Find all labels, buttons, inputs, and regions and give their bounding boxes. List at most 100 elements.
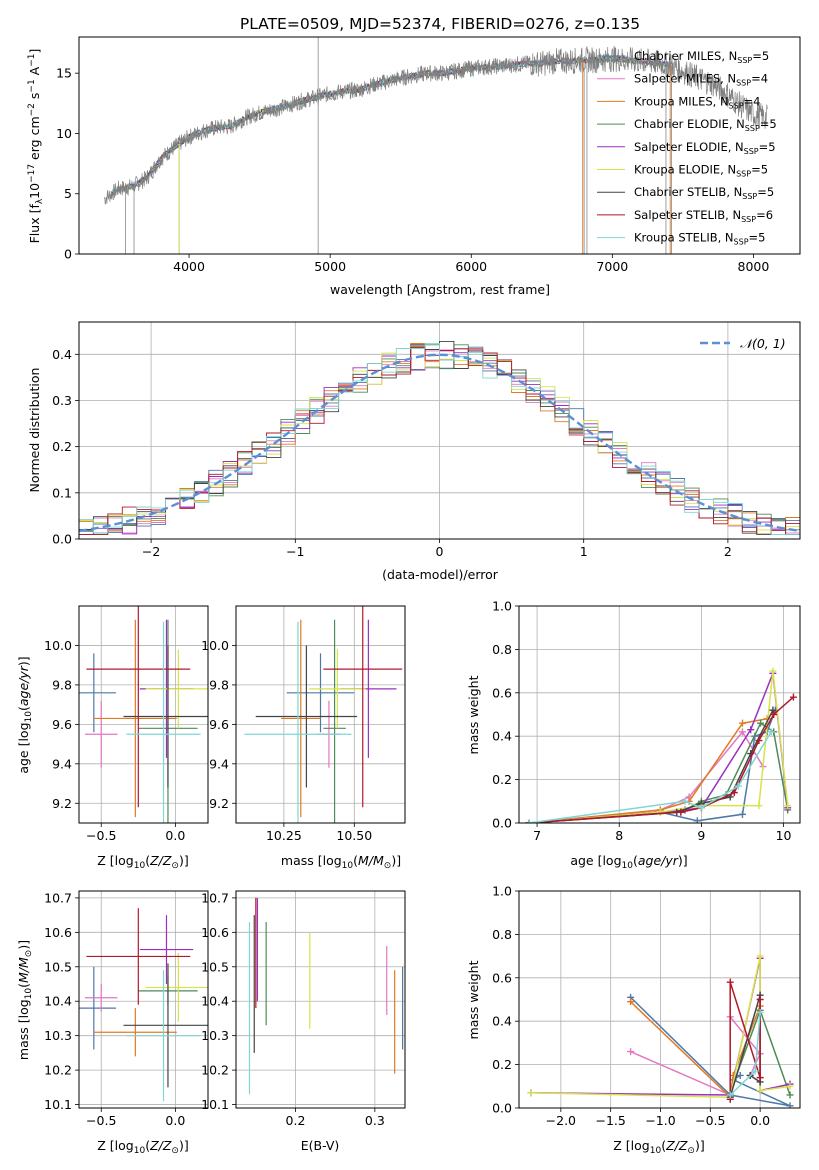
panel-spectrum: 4000 5000 6000 7000 8000 0 5 10 15 [56,36,801,274]
y-tick-label: 0.8 [492,927,512,942]
plot-area-mass-vs-ebv [248,897,404,1095]
legend-label-count: =5 [759,140,776,154]
label-part: ⊙ [171,1146,179,1156]
axes-frame [78,36,801,255]
legend-label-count: =5 [749,231,766,245]
label-part: )] [16,940,31,950]
axes-frame [235,605,406,824]
y-label-part: −2 [27,103,37,116]
legend-label-text: Kroupa STELIB, N [634,231,734,245]
mass-weight-line [528,718,768,823]
mass-weight-marker [786,1082,794,1090]
legend-label-text: Kroupa MILES, N [634,94,729,108]
label-part: mass [log [16,999,31,1060]
y-tick-label: 10.0 [44,638,72,653]
mass-weight-marker [734,782,742,790]
y-tick-label: 10 [56,126,72,141]
legend-label-count: =5 [760,117,777,131]
x-tick-label: 10.25 [266,828,302,843]
y-tick-label: 10.6 [201,925,229,940]
label-part: age [log [16,722,31,773]
weight-age-x-label: age [log10(age/yr)] [570,853,687,871]
y-tick-label: 0.0 [52,532,72,547]
x-tick-label: 0.0 [750,1113,770,1128]
y-tick-label: 10.2 [44,1063,72,1078]
legend-label-text: Kroupa ELODIE, N [634,163,736,177]
label-part: ⊙ [24,950,34,958]
y-tick-label: 9.8 [209,677,229,692]
mass-weight-marker [697,804,705,812]
mass-weight-marker [730,789,738,797]
legend-label-count: =5 [751,163,768,177]
legend-label: Kroupa MILES, NSSP=4 [634,94,760,110]
mass-weight-marker [756,996,764,1003]
plot-area-weight-vs-z [527,952,794,1108]
figure-title: PLATE=0509, MJD=52374, FIBERID=0276, z=0… [240,15,640,33]
label-part: ⊙ [171,861,179,871]
y-tick-label: 10.5 [44,959,72,974]
y-tick-label: 0.4 [52,347,72,362]
legend-label-sub: SSP [734,238,749,247]
mass-weight-line [528,671,789,823]
label-part: M/M [358,853,384,868]
y-label-part: −1 [27,54,37,67]
y-tick-label: 0.0 [492,816,512,831]
label-part: Z [log [97,853,133,868]
label-part: )] [695,1138,705,1153]
x-tick-label: 1 [580,544,588,559]
axes-frame [518,605,801,824]
mass-weight-marker [756,952,764,960]
x-tick-label: 0.2 [286,1113,306,1128]
label-part: )] [16,656,31,666]
mass-weight-marker [677,808,685,816]
residual-histogram-series [79,342,800,535]
y-tick-label: 0.6 [492,685,512,700]
label-part: 10 [650,1146,662,1156]
mass-weight-marker [738,810,746,818]
legend-label-sub: SSP [736,170,751,179]
panel-weight-vs-age: 7 8 9 10 0.0 0.2 0.4 0.6 0.8 1.0 [492,599,801,843]
label-part: 10 [342,861,354,871]
mass-weight-marker [747,726,755,734]
mass-weight-marker [527,1089,535,1097]
x-tick-label: 0 [436,544,444,559]
label-part: M/M [16,957,31,983]
legend-label-sub: SSP [745,124,760,133]
mass-weight-line [729,994,761,1098]
legend-label: Salpeter STELIB, NSSP=6 [634,208,773,224]
mass-weight-marker [784,802,792,810]
mass-weight-marker [755,802,763,810]
y-label-part: Flux [f [27,204,42,244]
x-tick-label: 0.3 [365,1113,385,1128]
legend-label-sub: SSP [744,147,759,156]
legend-label-count: =4 [744,94,761,108]
legend-label-text: Chabrier STELIB, N [634,185,742,199]
label-part: ⊙ [384,861,392,871]
mass-weight-marker [767,728,775,736]
mass-weight-marker [525,819,533,823]
y-tick-label: 5 [64,186,72,201]
label-part: 10 [24,988,34,1000]
legend-label-text: Chabrier ELODIE, N [634,117,745,131]
axes-frame [518,890,801,1109]
x-tick-label: −1.0 [645,1113,675,1128]
label-part: ( [16,983,31,988]
x-tick-label: −1 [286,544,304,559]
legend-label-count: =4 [751,72,768,86]
y-label-part: 10 [27,183,42,199]
y-tick-label: 9.2 [209,796,229,811]
weight-z-x-label: Z [log10(Z/Z⊙)] [613,1138,704,1156]
x-tick-label: 2 [724,544,732,559]
panel-age-vs-mass: 10.25 10.50 9.2 9.4 9.6 9.8 10.0 [201,605,406,843]
y-tick-label: 1.0 [492,599,512,614]
label-part: Z/Z [149,853,172,868]
y-tick-label: 0 [64,247,72,262]
y-tick-label: 9.4 [52,756,72,771]
mass-weight-marker [627,1048,635,1056]
x-tick-label: 7 [533,828,541,843]
mass-weight-marker [738,728,746,736]
mass-weight-marker [736,1071,744,1079]
residual-y-label: Normed distribution [27,368,42,493]
label-part: ( [16,706,31,711]
